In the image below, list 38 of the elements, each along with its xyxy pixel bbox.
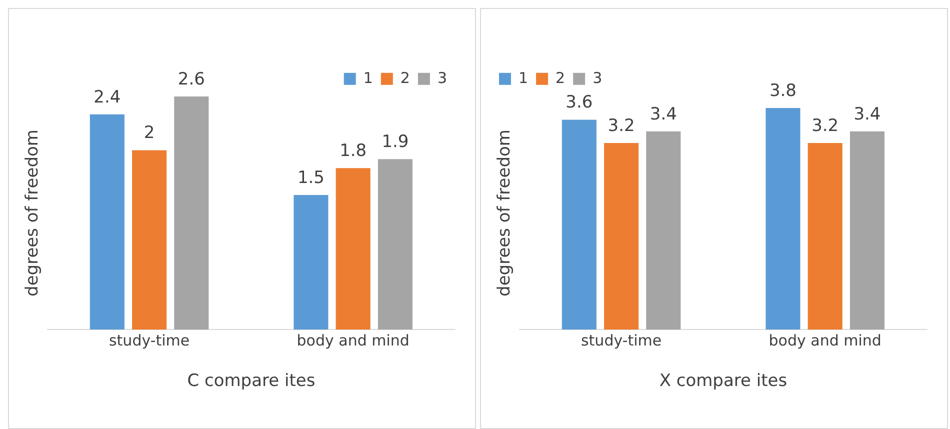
data-label: 3.8 <box>769 80 797 101</box>
bar <box>604 143 639 330</box>
x-tick-label: body and mind <box>768 331 882 350</box>
bar <box>132 150 167 330</box>
bar <box>294 195 328 330</box>
bar <box>850 131 884 330</box>
x-tick-label: study-time <box>108 331 190 350</box>
bar <box>174 96 209 330</box>
data-label: 2.4 <box>94 87 121 108</box>
bar <box>336 168 370 330</box>
data-label: 3.4 <box>650 104 677 124</box>
data-label: 2 <box>144 123 155 144</box>
legend-label: 2 <box>400 68 410 87</box>
data-label: 2.6 <box>178 69 205 90</box>
data-label: 1.5 <box>297 168 325 188</box>
bar <box>378 159 412 330</box>
y-axis-title: degrees of freedom <box>494 130 515 296</box>
x-axis-title: C compare ites <box>187 371 316 392</box>
legend-label: 2 <box>556 68 566 87</box>
legend-label: 3 <box>437 68 448 87</box>
data-label: 3.6 <box>566 92 593 113</box>
bar <box>808 143 842 330</box>
data-label: 3.2 <box>608 116 635 136</box>
data-label: 3.4 <box>854 104 881 124</box>
bar <box>562 120 596 330</box>
data-label: 1.8 <box>340 141 367 162</box>
legend-label: 3 <box>592 68 602 87</box>
x-tick-label: study-time <box>580 331 662 350</box>
data-label: 1.9 <box>382 132 409 152</box>
bar <box>90 114 124 330</box>
bar <box>646 131 681 330</box>
bar <box>766 108 800 330</box>
legend-label: 1 <box>363 68 373 87</box>
data-label: 3.2 <box>812 116 839 136</box>
y-axis-title: degrees of freedom <box>22 130 43 296</box>
x-axis-title: X compare ites <box>659 371 788 392</box>
legend-label: 1 <box>518 68 528 87</box>
x-tick-label: body and mind <box>296 331 410 350</box>
